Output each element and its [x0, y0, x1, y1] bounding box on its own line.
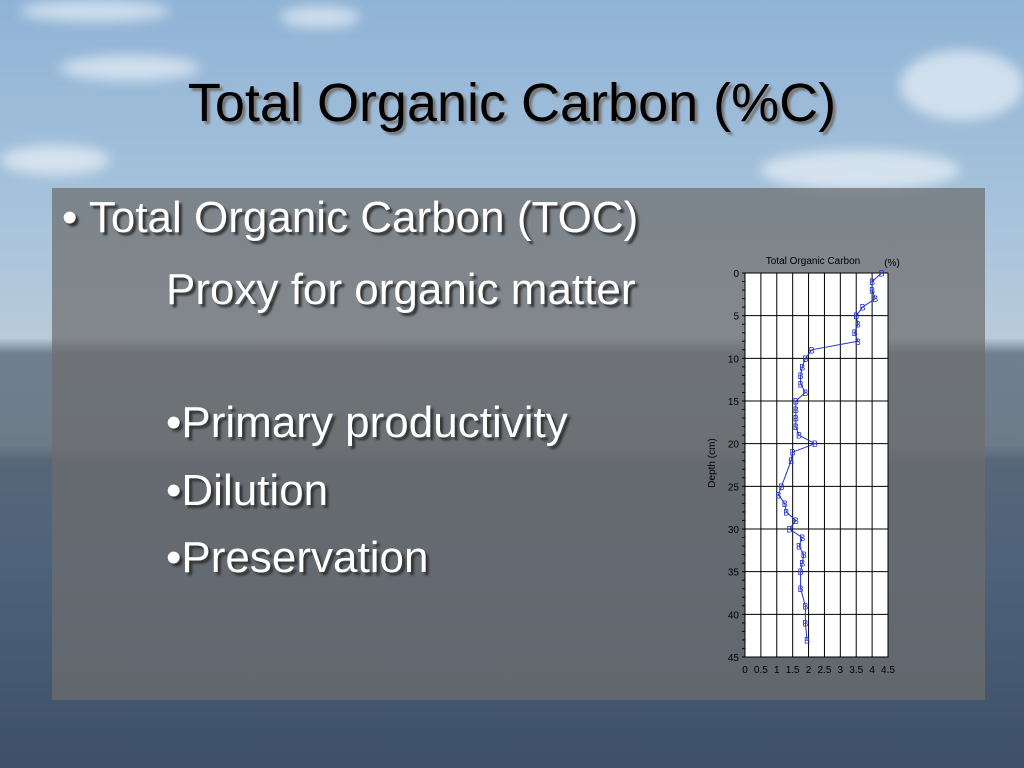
marker: B: [793, 414, 799, 424]
marker: B: [799, 559, 805, 569]
chart: Total Organic Carbon (%) Depth (cm) 0 0.5 1 1.…: [707, 256, 900, 676]
x-tick-label: 2.5: [817, 665, 831, 676]
marker: B: [798, 379, 804, 389]
y-tick-label: 25: [728, 482, 740, 493]
line: [777, 272, 882, 640]
x-tick-label: 4: [869, 665, 875, 676]
marker: B: [783, 507, 789, 517]
marker: B: [782, 499, 788, 509]
marker: B: [869, 277, 875, 287]
marker: B: [812, 439, 818, 449]
marker: B: [799, 362, 805, 372]
marker: B: [802, 618, 808, 628]
marker: B: [869, 286, 875, 296]
y-tick-label: 0: [733, 269, 739, 280]
bullet-text: Dilution: [181, 466, 329, 515]
y-tick-label: 20: [728, 440, 740, 451]
sub-text: Proxy for organic matter: [166, 265, 636, 314]
x-axis-label: (%): [884, 258, 900, 269]
y-tick-label: 40: [728, 610, 740, 621]
bullet: •Dilution: [166, 466, 329, 515]
marker: B: [788, 456, 794, 466]
cloud: [20, 0, 170, 22]
bullet: •Preservation: [166, 533, 429, 582]
marker: B: [793, 422, 799, 432]
marker: B: [796, 542, 802, 552]
marker: B: [798, 371, 804, 381]
chart-title: Total Organic Carbon: [766, 256, 861, 267]
x-tick-label: 0: [742, 665, 748, 676]
bullet-text: Preservation: [181, 533, 429, 582]
marker: B: [786, 525, 792, 535]
y-tick-label: 45: [728, 653, 740, 664]
x-tick-label: 1: [774, 665, 780, 676]
marker: B: [855, 320, 861, 330]
marker: B: [852, 328, 858, 338]
marker: B: [801, 550, 807, 560]
x-tick-label: 4.5: [881, 665, 895, 676]
y-axis-label: Depth (cm): [707, 438, 718, 487]
marker: B: [790, 448, 796, 458]
plot-area: [744, 272, 889, 658]
marker: B: [798, 584, 804, 594]
marker: B: [804, 635, 810, 645]
y-tick-label: 10: [728, 354, 740, 365]
marker: B: [802, 388, 808, 398]
marker: B: [809, 345, 815, 355]
marker: B: [879, 269, 885, 279]
marker: B: [860, 303, 866, 313]
cloud: [900, 50, 1024, 120]
x-tick-label: 3: [838, 665, 844, 676]
slide-title: Total Organic Carbon (%C): [187, 73, 837, 133]
y-tick-label: 30: [728, 525, 740, 536]
marker: B: [793, 405, 799, 415]
cloud: [760, 150, 960, 190]
x-tick-label: 3.5: [849, 665, 863, 676]
marker: B: [793, 397, 799, 407]
marker: B: [779, 482, 785, 492]
x-tick-label: 1.5: [786, 665, 800, 676]
cloud: [0, 145, 110, 175]
x-tick-label: 2: [806, 665, 812, 676]
marker: B: [802, 601, 808, 611]
marker: B: [775, 490, 781, 500]
bullet: • Total Organic Carbon (TOC): [62, 193, 639, 242]
marker: B: [802, 354, 808, 364]
bullet-text: Total Organic Carbon (TOC): [88, 193, 639, 242]
bullet-text: Primary productivity: [181, 398, 568, 447]
marker: B: [853, 311, 859, 321]
marker: B: [798, 567, 804, 577]
marker: B: [872, 294, 878, 304]
y-tick-label: 15: [728, 397, 740, 408]
marker: B: [799, 533, 805, 543]
marker: B: [796, 431, 802, 441]
x-tick-label: 0.5: [754, 665, 768, 676]
y-tick-label: 5: [733, 312, 739, 323]
cloud: [60, 55, 200, 81]
cloud: [280, 6, 360, 28]
marker: B: [855, 337, 861, 347]
marker: B: [793, 516, 799, 526]
y-tick-label: 35: [728, 568, 740, 579]
bullet: •Primary productivity: [166, 398, 568, 447]
